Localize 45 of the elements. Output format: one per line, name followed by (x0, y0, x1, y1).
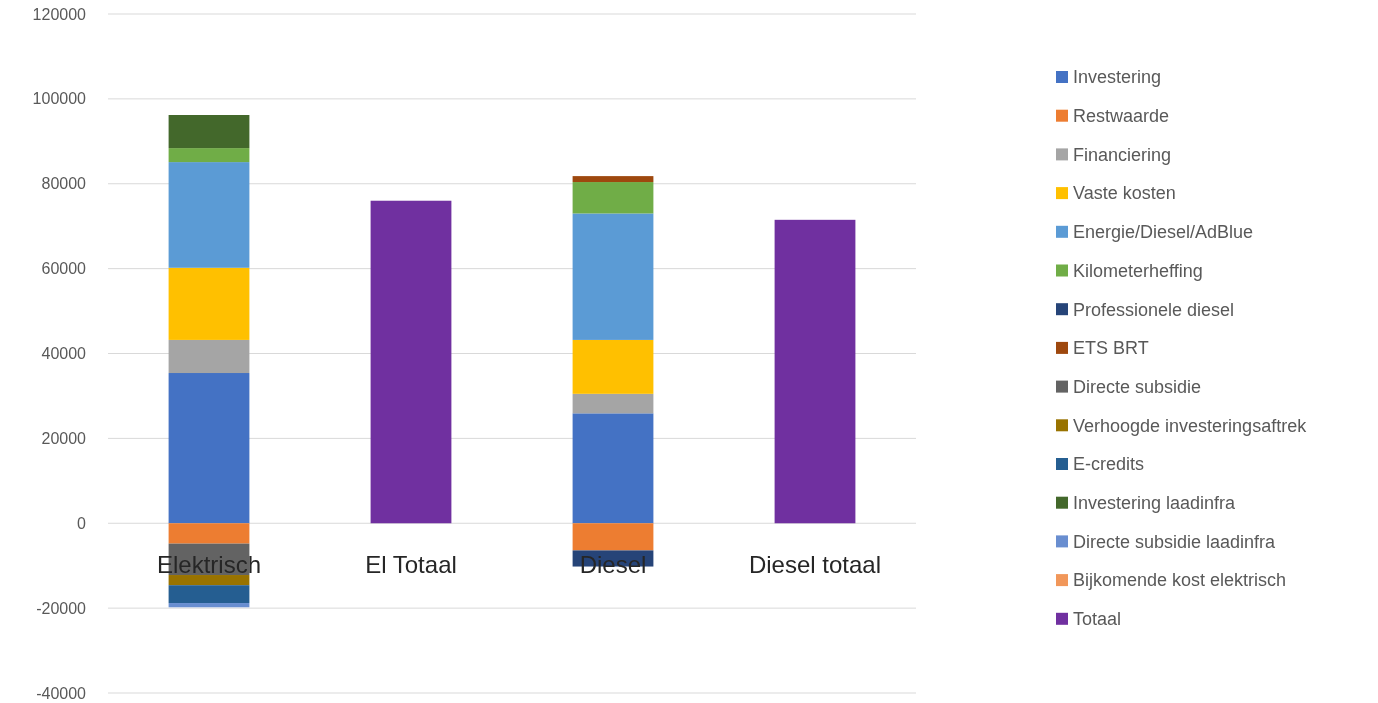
bar (168, 585, 250, 604)
legend-label: Restwaarde (1073, 106, 1170, 126)
legend-label: Verhoogde investeringsaftrek (1073, 415, 1308, 436)
x-tick-label: Diesel totaal (748, 551, 882, 579)
y-tick-label: -20000 (36, 599, 87, 617)
y-tick-label: 100000 (32, 90, 87, 108)
legend-label: Professionele diesel (1073, 299, 1235, 320)
bar (572, 523, 654, 551)
legend-label: E-credits (1073, 454, 1145, 475)
bar (572, 182, 654, 214)
legend-label: Vaste kosten (1073, 183, 1176, 204)
bar (168, 523, 250, 544)
bar (168, 162, 250, 268)
bar (572, 176, 654, 183)
y-tick-label: -40000 (36, 684, 87, 702)
bar (168, 267, 250, 340)
legend-label: Investering (1073, 67, 1162, 88)
bar (572, 413, 654, 524)
bar (168, 115, 250, 149)
bar (168, 339, 250, 374)
y-tick-label: 0 (77, 514, 87, 532)
legend-label: Directe subsidie laadinfra (1073, 531, 1277, 552)
legend-label: ETS BRT (1073, 338, 1149, 359)
legend-label: Directe subsidie (1073, 376, 1202, 397)
y-tick-label: 80000 (41, 175, 87, 193)
legend-label: Financiering (1073, 144, 1172, 165)
y-tick-label: 20000 (41, 429, 87, 447)
bar (572, 339, 654, 394)
legend-label: Investering laadinfra (1073, 493, 1237, 513)
legend-label: Energie/Diesel/AdBlue (1073, 222, 1254, 243)
bar (168, 373, 250, 524)
bar (168, 575, 250, 586)
y-tick-label: 40000 (41, 345, 87, 363)
x-tick-label: El Totaal (365, 551, 457, 579)
bar (370, 200, 452, 524)
legend-label: Kilometerheffing (1073, 260, 1203, 281)
y-tick-label: 120000 (32, 5, 87, 23)
bar (572, 213, 654, 340)
y-tick-label: 60000 (41, 260, 87, 278)
legend-label: Totaal (1073, 609, 1122, 630)
legend-label: Bijkomende kost elektrisch (1073, 570, 1287, 591)
bar (774, 219, 856, 524)
bar (168, 603, 250, 608)
bar (572, 393, 654, 414)
bar (168, 148, 250, 163)
